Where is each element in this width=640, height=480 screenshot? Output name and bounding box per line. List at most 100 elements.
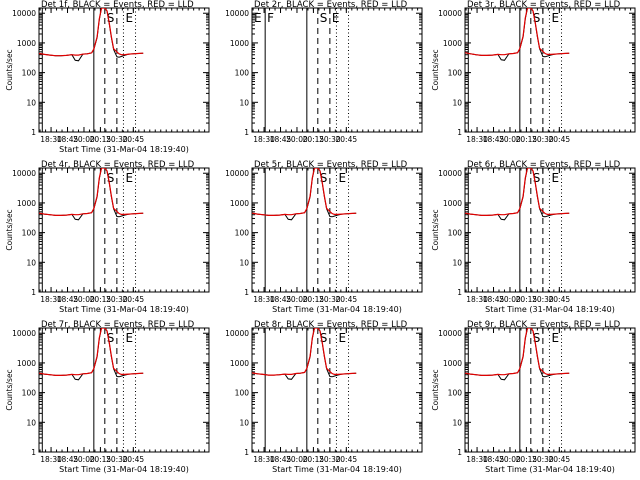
series-lld-line [252,168,357,216]
chart-panel-1: Det 1f, BLACK = Events, RED = LLD 1 10 100 1… [5,0,210,154]
marker-label: E [125,171,133,185]
x-tick-label: 20:15 [303,295,325,304]
y-tick-label: 10 [26,98,36,107]
series-lld-line [252,328,357,376]
plot-frame [251,327,423,453]
marker-label: E [254,11,262,25]
marker-label: E [551,11,559,25]
x-tick-label: 20:30 [319,135,341,144]
x-tick-label: 18:45 [483,295,505,304]
x-axis-label: Start Time (31-Mar-04 18:19:40) [59,145,189,154]
y-tick-label: 1000 [230,359,249,368]
marker-label: F [267,11,274,25]
x-axis-label: Start Time (31-Mar-04 18:19:40) [59,465,189,474]
y-tick-label: 10 [452,98,462,107]
x-tick-label: 20:00 [286,135,308,144]
x-tick-label: 20:45 [549,135,571,144]
x-tick-label: 20:00 [73,135,95,144]
x-tick-label: 20:15 [516,135,538,144]
y-axis-label: Counts/sec [5,209,14,250]
series-lld-line [465,328,570,376]
x-tick-label: 18:45 [57,135,79,144]
x-tick-label: 20:15 [90,295,112,304]
x-tick-label: 20:00 [73,295,95,304]
y-axis-label: Counts/sec [431,209,440,250]
y-tick-label: 1000 [17,199,36,208]
x-tick-label: 18:45 [270,455,292,464]
y-tick-label: 1 [244,288,249,297]
y-axis-label: Counts/sec [431,369,440,410]
y-tick-label: 1000 [17,39,36,48]
chart-title: Det 6r, BLACK = Events, RED = LLD [467,160,621,170]
x-axis-label: Start Time (31-Mar-04 18:19:40) [272,465,402,474]
y-tick-label: 1000 [230,199,249,208]
x-tick-label: 20:30 [532,135,554,144]
y-tick-label: 1 [31,288,36,297]
marker-label: S [533,171,541,185]
y-tick-label: 100 [235,69,250,78]
y-axis-label: Counts/sec [5,369,14,410]
x-tick-label: 18:30 [466,295,488,304]
chart-panel-6: Det 6r, BLACK = Events, RED = LLD 1 10 100 1… [431,160,636,314]
series-lld-line [465,8,570,57]
x-tick-label: 18:45 [57,455,79,464]
x-axis-label: Start Time (31-Mar-04 18:19:40) [272,305,402,314]
x-tick-label: 20:30 [319,455,341,464]
marker-label: E [125,11,133,25]
chart-panel-8: Det 8r, BLACK = Events, RED = LLD 1 10 100 1… [225,320,423,474]
x-tick-label: 18:30 [40,135,62,144]
x-tick-label: 20:00 [286,455,308,464]
y-tick-label: 1000 [443,39,462,48]
x-tick-label: 20:30 [106,295,128,304]
x-tick-label: 20:30 [106,455,128,464]
plot-frame [464,327,636,453]
plot-frame [38,327,210,453]
y-tick-label: 10000 [438,9,462,18]
x-tick-label: 20:45 [549,455,571,464]
plot-frame [38,167,210,293]
x-tick-label: 18:30 [253,295,275,304]
x-tick-label: 20:30 [106,135,128,144]
y-tick-label: 10000 [438,169,462,178]
x-tick-label: 20:00 [286,295,308,304]
x-tick-label: 18:45 [57,295,79,304]
plot-frame [464,167,636,293]
plot-frame [251,167,423,293]
x-tick-label: 18:30 [466,135,488,144]
y-tick-label: 1 [244,128,249,137]
y-tick-label: 100 [448,229,463,238]
x-tick-label: 20:15 [90,135,112,144]
marker-label: E [551,331,559,345]
x-tick-label: 20:30 [532,295,554,304]
x-tick-label: 18:30 [253,455,275,464]
y-tick-label: 10000 [12,329,36,338]
y-tick-label: 1000 [230,39,249,48]
chart-title: Det 1f, BLACK = Events, RED = LLD [41,0,194,10]
y-tick-label: 10 [26,418,36,427]
x-tick-label: 20:45 [123,455,145,464]
x-tick-label: 20:15 [516,295,538,304]
x-axis-label: Start Time (31-Mar-04 18:19:40) [485,465,615,474]
x-tick-label: 20:45 [336,135,358,144]
y-tick-label: 1 [244,448,249,457]
y-tick-label: 1000 [17,359,36,368]
x-tick-label: 18:45 [270,135,292,144]
marker-label: S [533,331,541,345]
x-tick-label: 20:15 [303,455,325,464]
chart-title: Det 5r, BLACK = Events, RED = LLD [254,160,408,170]
y-tick-label: 10000 [225,169,249,178]
x-tick-label: 18:45 [483,135,505,144]
y-tick-label: 10 [239,418,249,427]
x-axis-label: Start Time (31-Mar-04 18:19:40) [59,305,189,314]
y-tick-label: 100 [235,229,250,238]
chart-panel-7: Det 7r, BLACK = Events, RED = LLD 1 10 100 1… [5,320,210,474]
marker-label: S [320,331,328,345]
x-tick-label: 18:45 [270,295,292,304]
x-tick-label: 20:45 [123,295,145,304]
x-tick-label: 20:45 [336,455,358,464]
y-tick-label: 10 [239,98,249,107]
y-tick-label: 10000 [225,329,249,338]
marker-label: E [338,171,346,185]
series-lld-line [465,168,570,216]
y-tick-label: 1000 [443,199,462,208]
